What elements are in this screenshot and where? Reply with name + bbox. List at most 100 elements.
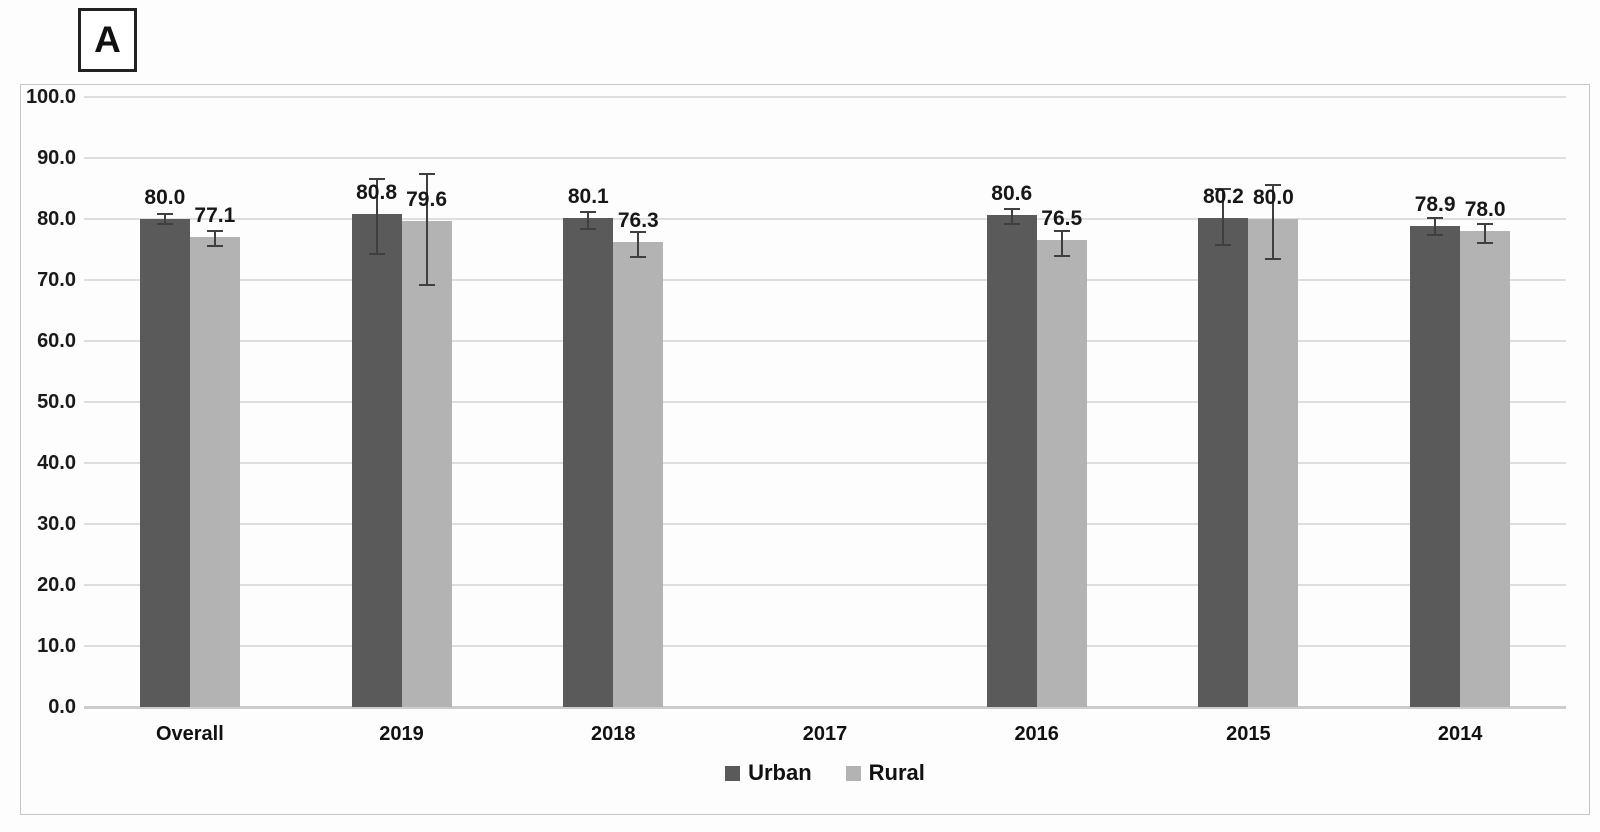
y-tick-label: 60.0 xyxy=(37,330,76,352)
x-tick-label: 2018 xyxy=(591,723,636,745)
gridline xyxy=(84,462,1566,464)
bar-rural-2016 xyxy=(1036,240,1087,707)
bar-urban-2014 xyxy=(1410,225,1461,707)
value-label: 76.3 xyxy=(617,208,659,232)
value-label: 80.2 xyxy=(1202,184,1244,208)
error-bar-cap-top xyxy=(1265,184,1282,187)
y-tick-label: 90.0 xyxy=(37,147,76,169)
value-label: 80.0 xyxy=(1252,186,1294,209)
error-bar xyxy=(1060,230,1063,256)
legend-swatch-urban xyxy=(725,765,741,781)
legend-entry-urban: Urban xyxy=(725,760,812,786)
legend-label-rural: Rural xyxy=(868,760,925,785)
value-label: 80.0 xyxy=(144,186,186,209)
x-tick-label: Overall xyxy=(155,723,224,745)
error-bar-cap-bottom xyxy=(1003,222,1020,225)
error-bar-cap-bottom xyxy=(1477,242,1494,245)
value-label: 78.9 xyxy=(1414,192,1456,216)
bar-rural-overall xyxy=(189,236,240,707)
value-label: 80.1 xyxy=(567,185,609,209)
value-label: 77.1 xyxy=(194,203,236,227)
error-bar-cap-bottom xyxy=(418,283,435,286)
panel-label: A xyxy=(94,19,121,60)
bar-urban-overall xyxy=(139,219,190,707)
error-bar-cap-bottom xyxy=(1265,257,1282,260)
y-tick-label: 20.0 xyxy=(37,574,76,596)
bar-rural-2015 xyxy=(1248,219,1299,707)
bar-urban-2015 xyxy=(1198,217,1249,707)
error-bar xyxy=(163,213,166,225)
legend-label-urban: Urban xyxy=(748,760,812,785)
error-bar-cap-bottom xyxy=(206,245,223,248)
value-label: 80.8 xyxy=(356,181,397,205)
x-tick-label: 2014 xyxy=(1437,723,1483,745)
x-tick-label: 2017 xyxy=(802,723,848,745)
error-bar xyxy=(1272,185,1275,259)
error-bar-cap-bottom xyxy=(580,227,597,230)
y-tick-label: 30.0 xyxy=(37,513,76,535)
panel-label-box: A xyxy=(78,8,137,72)
bar-urban-2016 xyxy=(986,215,1037,707)
bar-urban-2018 xyxy=(563,218,614,707)
bar-rural-2019 xyxy=(401,221,452,707)
error-bar-cap-bottom xyxy=(156,223,173,226)
error-bar-cap-top xyxy=(1053,229,1070,232)
error-bar-cap-bottom xyxy=(1215,243,1232,246)
y-tick-label: 40.0 xyxy=(37,452,76,474)
bar-urban-2019 xyxy=(351,214,402,707)
error-bar-cap-bottom xyxy=(368,252,385,255)
error-bar-cap-top xyxy=(156,212,173,215)
value-label: 80.6 xyxy=(991,182,1033,206)
gridline xyxy=(84,96,1566,98)
y-tick-label: 100.0 xyxy=(25,86,76,108)
y-tick-label: 50.0 xyxy=(37,391,76,413)
y-tick-label: 70.0 xyxy=(37,269,76,291)
value-label: 76.5 xyxy=(1041,207,1083,231)
value-label: 78.0 xyxy=(1464,198,1506,222)
error-bar xyxy=(587,211,590,229)
figure-border xyxy=(20,84,1590,815)
x-tick-label: 2016 xyxy=(1014,723,1059,745)
error-bar-cap-top xyxy=(206,230,223,233)
x-tick-label: 2015 xyxy=(1226,723,1271,745)
gridline xyxy=(84,523,1566,525)
y-tick-label: 10.0 xyxy=(37,635,76,657)
error-bar-cap-top xyxy=(1477,222,1494,225)
y-tick-label: 80.0 xyxy=(37,208,76,230)
error-bar-cap-top xyxy=(1003,207,1020,210)
error-bar xyxy=(1434,218,1437,235)
error-bar xyxy=(1222,188,1225,245)
error-bar xyxy=(375,178,378,254)
legend-swatch-rural xyxy=(845,765,861,781)
gridline xyxy=(84,157,1566,159)
gridline xyxy=(84,340,1566,342)
error-bar xyxy=(1010,208,1013,224)
error-bar-cap-top xyxy=(1215,187,1232,190)
gridline xyxy=(84,645,1566,647)
error-bar xyxy=(1484,223,1487,244)
gridline xyxy=(84,584,1566,586)
error-bar-cap-bottom xyxy=(630,255,647,258)
value-label: 79.6 xyxy=(406,188,447,212)
gridline xyxy=(84,401,1566,403)
gridline xyxy=(84,279,1566,281)
error-bar-cap-bottom xyxy=(1427,233,1444,236)
error-bar-cap-top xyxy=(580,210,597,213)
x-tick-label: 2019 xyxy=(379,723,424,745)
gridline xyxy=(84,218,1566,220)
error-bar-cap-top xyxy=(368,177,385,180)
y-tick-label: 0.0 xyxy=(48,696,76,718)
bar-rural-2014 xyxy=(1460,231,1511,707)
error-bar xyxy=(213,231,216,247)
error-bar-cap-top xyxy=(418,172,435,175)
error-bar-cap-top xyxy=(1427,217,1444,220)
error-bar xyxy=(425,173,428,285)
x-axis-line xyxy=(84,706,1566,709)
error-bar xyxy=(637,231,640,257)
chart-legend: Urban Rural xyxy=(84,760,1566,786)
error-bar-cap-top xyxy=(630,230,647,233)
bar-rural-2018 xyxy=(613,241,664,707)
error-bar-cap-bottom xyxy=(1053,254,1070,257)
legend-entry-rural: Rural xyxy=(845,760,925,786)
